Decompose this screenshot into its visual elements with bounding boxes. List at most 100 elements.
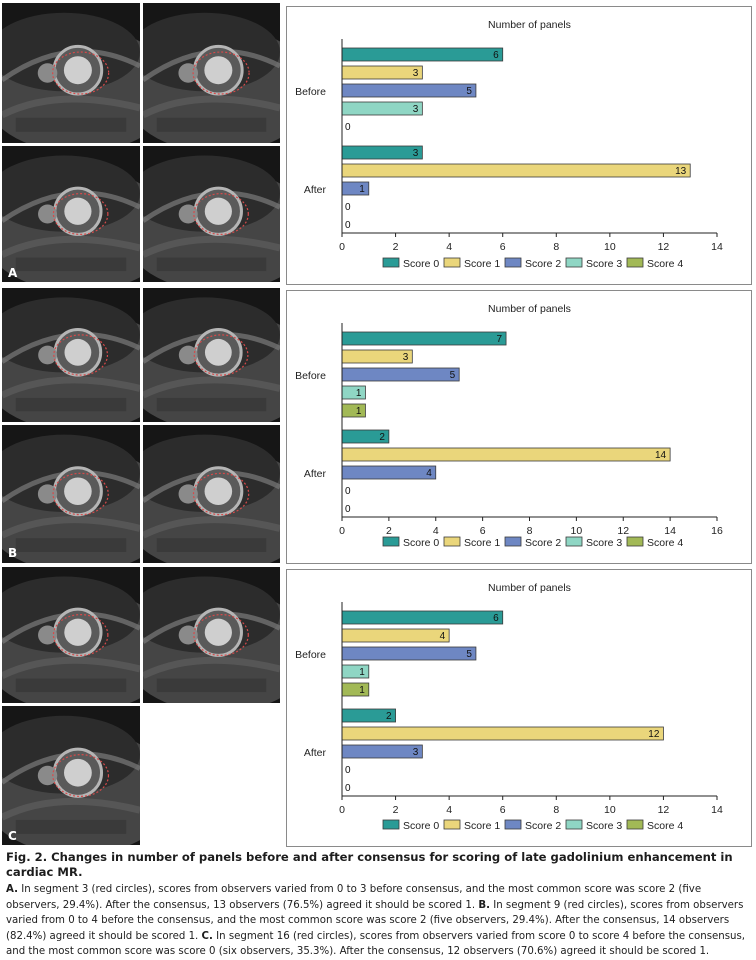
bar-value-label: 1 — [356, 388, 362, 399]
bar-chart-b: Number of panels Before 7 3 5 1 1 After 2 14 4 0 0 0 2… — [286, 290, 752, 564]
bar — [341, 447, 671, 462]
mri-image — [143, 567, 280, 703]
bar-chart-a: Number of panels Before 6 3 5 3 0 After 3 13 1 0 0 0 2… — [286, 6, 752, 285]
legend-swatch — [504, 536, 522, 547]
mri-image — [143, 425, 280, 563]
x-tick-label: 0 — [339, 804, 345, 816]
bar-value-label: 4 — [426, 468, 432, 479]
mri-scan-graphic — [2, 425, 140, 563]
x-tick-label: 8 — [527, 525, 533, 537]
mri-scan-graphic — [2, 706, 140, 845]
caption-body: A. In segment 3 (red circles), scores fr… — [6, 882, 750, 960]
bar — [341, 83, 477, 98]
caption-text-b: In segment 9 (red circles), scores from … — [6, 899, 744, 942]
bar-value-label: 3 — [413, 747, 419, 758]
group-label: After — [304, 184, 327, 196]
bar — [341, 744, 423, 759]
mri-image — [2, 706, 140, 845]
legend-swatch — [382, 536, 400, 547]
x-tick-label: 12 — [617, 525, 629, 537]
bar-value-label: 5 — [450, 370, 456, 381]
bar-value-label: 3 — [413, 104, 419, 115]
x-tick-label: 6 — [500, 804, 506, 816]
mri-image — [143, 3, 280, 143]
bar-value-label: 1 — [359, 184, 365, 195]
chart-title: Number of panels — [488, 582, 571, 594]
caption-text-a: In segment 3 (red circles), scores from … — [6, 884, 702, 911]
bar — [341, 403, 366, 418]
x-tick-label: 16 — [711, 525, 723, 537]
bar — [341, 101, 423, 116]
bar-value-label: 1 — [359, 667, 365, 678]
bar — [341, 646, 477, 661]
x-tick-label: 2 — [393, 241, 399, 253]
x-tick-label: 14 — [664, 525, 676, 537]
caption-lead-c: C. — [201, 930, 213, 942]
bar — [341, 465, 437, 480]
mri-image — [2, 567, 140, 703]
bar-value-label: 2 — [379, 432, 385, 443]
bar-value-label: 7 — [497, 334, 503, 345]
bar — [341, 145, 423, 160]
x-tick-label: 8 — [553, 241, 559, 253]
x-tick-label: 14 — [711, 804, 723, 816]
mri-scan-graphic — [143, 146, 280, 282]
x-tick-label: 4 — [446, 804, 452, 816]
bar-value-label: 6 — [493, 50, 499, 61]
x-tick-label: 10 — [604, 241, 616, 253]
legend-swatch — [443, 257, 461, 268]
caption-title: Fig. 2. Changes in number of panels befo… — [6, 850, 733, 879]
legend-label: Score 3 — [586, 820, 622, 832]
x-tick-label: 0 — [339, 525, 345, 537]
chart-title: Number of panels — [488, 19, 571, 31]
x-tick-label: 10 — [571, 525, 583, 537]
x-tick-label: 4 — [446, 241, 452, 253]
bar-value-label: 6 — [493, 613, 499, 624]
legend-swatch — [443, 819, 461, 830]
x-tick-label: 6 — [500, 241, 506, 253]
bar-value-label: 2 — [386, 711, 392, 722]
bar-value-label: 14 — [655, 450, 667, 461]
mri-image — [143, 146, 280, 282]
legend-swatch — [504, 257, 522, 268]
group-label: Before — [295, 370, 326, 382]
panel-letter: A — [8, 266, 18, 280]
legend-swatch — [504, 819, 522, 830]
bar-value-label: 3 — [413, 148, 419, 159]
legend-label: Score 1 — [464, 537, 500, 549]
bar-value-label: 3 — [403, 352, 409, 363]
bar — [341, 331, 507, 346]
mri-image — [2, 3, 140, 143]
bar-value-label: 1 — [356, 406, 362, 417]
bar-value-label: 3 — [413, 68, 419, 79]
legend-label: Score 2 — [525, 258, 561, 270]
legend-swatch — [443, 536, 461, 547]
bar — [341, 385, 366, 400]
mri-image — [2, 288, 140, 422]
bar-value-label: 4 — [440, 631, 446, 642]
bar-chart-c: Number of panels Before 6 4 5 1 1 After 2 12 3 0 0 0 2… — [286, 569, 752, 847]
mri-image-grid-c: C — [0, 567, 282, 847]
bar-value-label: 5 — [466, 86, 472, 97]
legend-label: Score 0 — [403, 820, 439, 832]
legend-label: Score 2 — [525, 537, 561, 549]
x-tick-label: 2 — [386, 525, 392, 537]
caption-lead-b: B. — [478, 899, 490, 911]
bar-value-label: 0 — [345, 765, 351, 776]
legend-label: Score 3 — [586, 537, 622, 549]
legend-label: Score 4 — [647, 820, 683, 832]
bar-value-label: 1 — [359, 685, 365, 696]
bar — [341, 47, 504, 62]
bar-value-label: 0 — [345, 783, 351, 794]
legend-label: Score 0 — [403, 537, 439, 549]
legend-label: Score 0 — [403, 258, 439, 270]
group-label: After — [304, 468, 327, 480]
group-label: After — [304, 747, 327, 759]
legend-swatch — [565, 819, 583, 830]
x-tick-label: 12 — [658, 804, 670, 816]
x-tick-label: 0 — [339, 241, 345, 253]
bar-value-label: 0 — [345, 122, 351, 133]
group-label: Before — [295, 649, 326, 661]
bar — [341, 726, 664, 741]
mri-image — [2, 146, 140, 282]
